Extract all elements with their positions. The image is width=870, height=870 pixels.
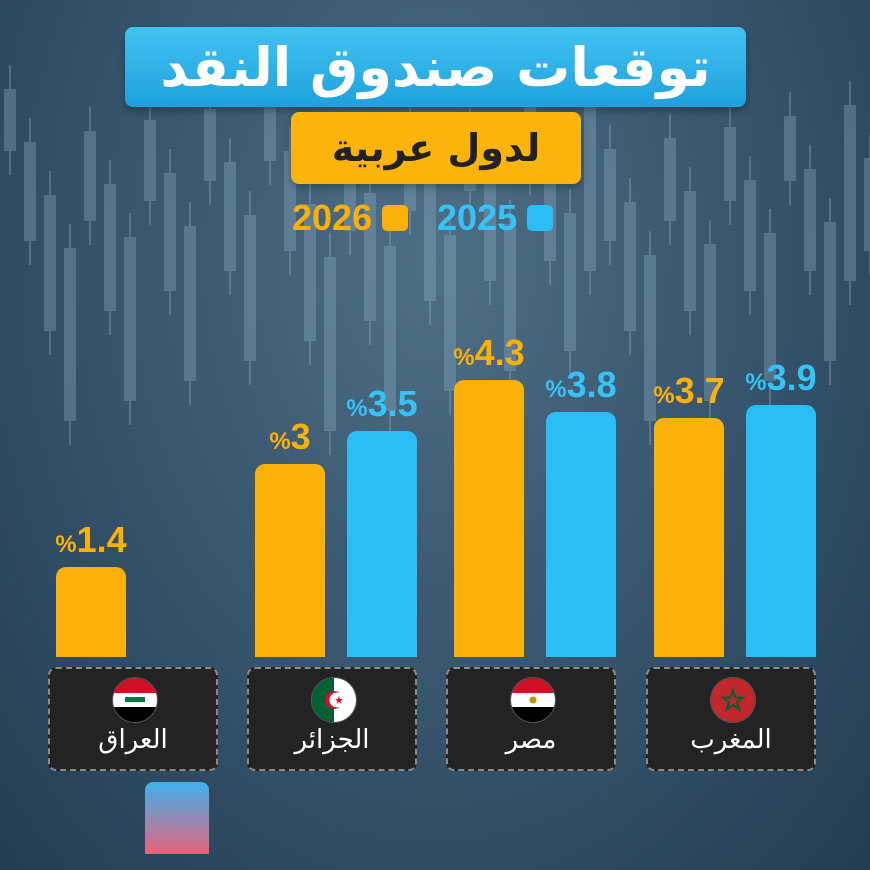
title-banner: توقعات صندوق النقد <box>125 27 746 107</box>
legend-item-2025: 2025 <box>437 196 554 240</box>
bar-2025-0 <box>746 405 816 657</box>
data-label-unit: % <box>745 369 767 397</box>
bar-2026-0 <box>654 418 724 657</box>
country-card-egypt: مصر <box>446 667 616 771</box>
country-card-morocco: المغرب <box>646 667 816 771</box>
data-label-2025-1: %3.8 <box>526 364 636 406</box>
country-name-morocco: المغرب <box>690 725 772 755</box>
data-label-value: 1.4 <box>76 518 127 560</box>
data-label-value: 3.7 <box>674 370 725 412</box>
data-label-2026-3: %1.4 <box>36 519 146 561</box>
data-label-value: 3 <box>290 415 311 457</box>
bar-2026-3 <box>56 566 126 657</box>
data-label-2026-1: %4.3 <box>434 332 544 374</box>
data-label-unit: % <box>269 427 291 455</box>
data-label-2025-0: %3.9 <box>726 357 836 399</box>
data-label-unit: % <box>545 375 567 403</box>
algeria-flag-icon <box>311 677 357 723</box>
legend-swatch-2026 <box>382 205 409 231</box>
data-label-2026-0: %3.7 <box>634 370 744 412</box>
bar-2026-2 <box>255 463 325 657</box>
legend-label-2025: 2025 <box>437 197 518 238</box>
data-label-unit: % <box>653 382 675 410</box>
data-label-value: 3.8 <box>566 363 617 405</box>
legend-item-2026: 2026 <box>292 196 409 240</box>
morocco-flag-icon <box>710 677 756 723</box>
egypt-flag-icon <box>510 677 556 723</box>
legend-swatch-2025 <box>527 205 554 231</box>
data-label-value: 3.5 <box>367 383 418 425</box>
country-card-iraq: العراق <box>48 667 218 771</box>
bar-2025-1 <box>546 411 616 657</box>
data-label-unit: % <box>453 343 475 371</box>
legend-label-2026: 2026 <box>292 197 373 238</box>
bar-2025-2 <box>347 431 417 657</box>
subtitle-banner: لدول عربية <box>291 112 581 184</box>
country-card-algeria: الجزائر <box>247 667 417 771</box>
data-label-unit: % <box>55 530 77 558</box>
country-name-iraq: العراق <box>98 725 168 755</box>
chart-title: توقعات صندوق النقد <box>160 35 711 99</box>
data-label-value: 3.9 <box>766 357 817 399</box>
decorative-gradient-block <box>145 782 209 854</box>
country-name-egypt: مصر <box>505 725 557 755</box>
data-label-2026-2: %3 <box>235 416 345 458</box>
chart-subtitle: لدول عربية <box>331 126 541 170</box>
data-label-unit: % <box>346 395 368 423</box>
bar-2026-1 <box>454 379 524 657</box>
country-name-algeria: الجزائر <box>294 725 370 755</box>
iraq-flag-icon <box>112 677 158 723</box>
data-label-value: 4.3 <box>474 331 525 373</box>
data-label-2025-2: %3.5 <box>327 383 437 425</box>
